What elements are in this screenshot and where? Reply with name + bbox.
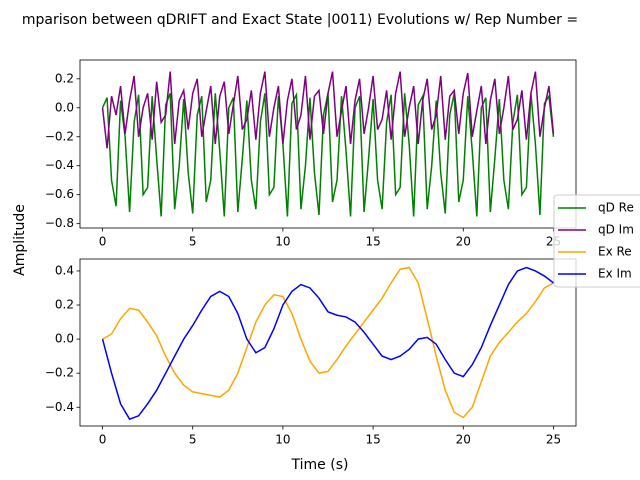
y-tick-label: −0.4 bbox=[45, 158, 74, 172]
data-line bbox=[101, 71, 555, 149]
y-tick-label: 0.0 bbox=[55, 100, 74, 114]
y-tick-label: 0.4 bbox=[55, 263, 74, 277]
y-tick-label: 0.2 bbox=[55, 71, 74, 85]
legend-label: Ex Re bbox=[598, 245, 632, 259]
y-tick-label: 0.2 bbox=[55, 298, 74, 312]
x-axis-label: Time (s) bbox=[291, 457, 349, 473]
x-tick-label: 20 bbox=[456, 235, 471, 249]
x-tick-label: 10 bbox=[275, 433, 290, 447]
axes-frame bbox=[79, 59, 577, 229]
x-tick-label: 0 bbox=[99, 235, 107, 249]
chart-title: mparison between qDRIFT and Exact State … bbox=[22, 12, 578, 28]
legend-box bbox=[553, 194, 640, 288]
data-line bbox=[101, 266, 554, 421]
x-tick-label: 15 bbox=[365, 235, 380, 249]
y-tick-label: −0.6 bbox=[45, 187, 74, 201]
legend-label: qD Im bbox=[598, 223, 634, 237]
y-tick-label: 0.0 bbox=[55, 332, 74, 346]
x-tick-label: 5 bbox=[189, 433, 197, 447]
y-tick-label: −0.4 bbox=[45, 400, 74, 414]
data-line bbox=[102, 266, 554, 419]
x-tick-label: 10 bbox=[275, 235, 290, 249]
legend-label: qD Re bbox=[598, 201, 634, 215]
legend-label: Ex Im bbox=[598, 267, 632, 281]
x-tick-label: 15 bbox=[365, 433, 380, 447]
x-tick-label: 0 bbox=[99, 433, 107, 447]
y-tick-label: −0.2 bbox=[45, 366, 74, 380]
x-tick-label: 25 bbox=[546, 433, 561, 447]
y-tick-label: −0.2 bbox=[45, 129, 74, 143]
y-tick-label: −0.8 bbox=[45, 216, 74, 230]
axes-frame bbox=[79, 258, 577, 427]
data-line bbox=[101, 91, 555, 217]
x-tick-label: 5 bbox=[189, 235, 197, 249]
x-tick-label: 20 bbox=[456, 433, 471, 447]
y-axis-label: Amplitude bbox=[12, 204, 28, 276]
